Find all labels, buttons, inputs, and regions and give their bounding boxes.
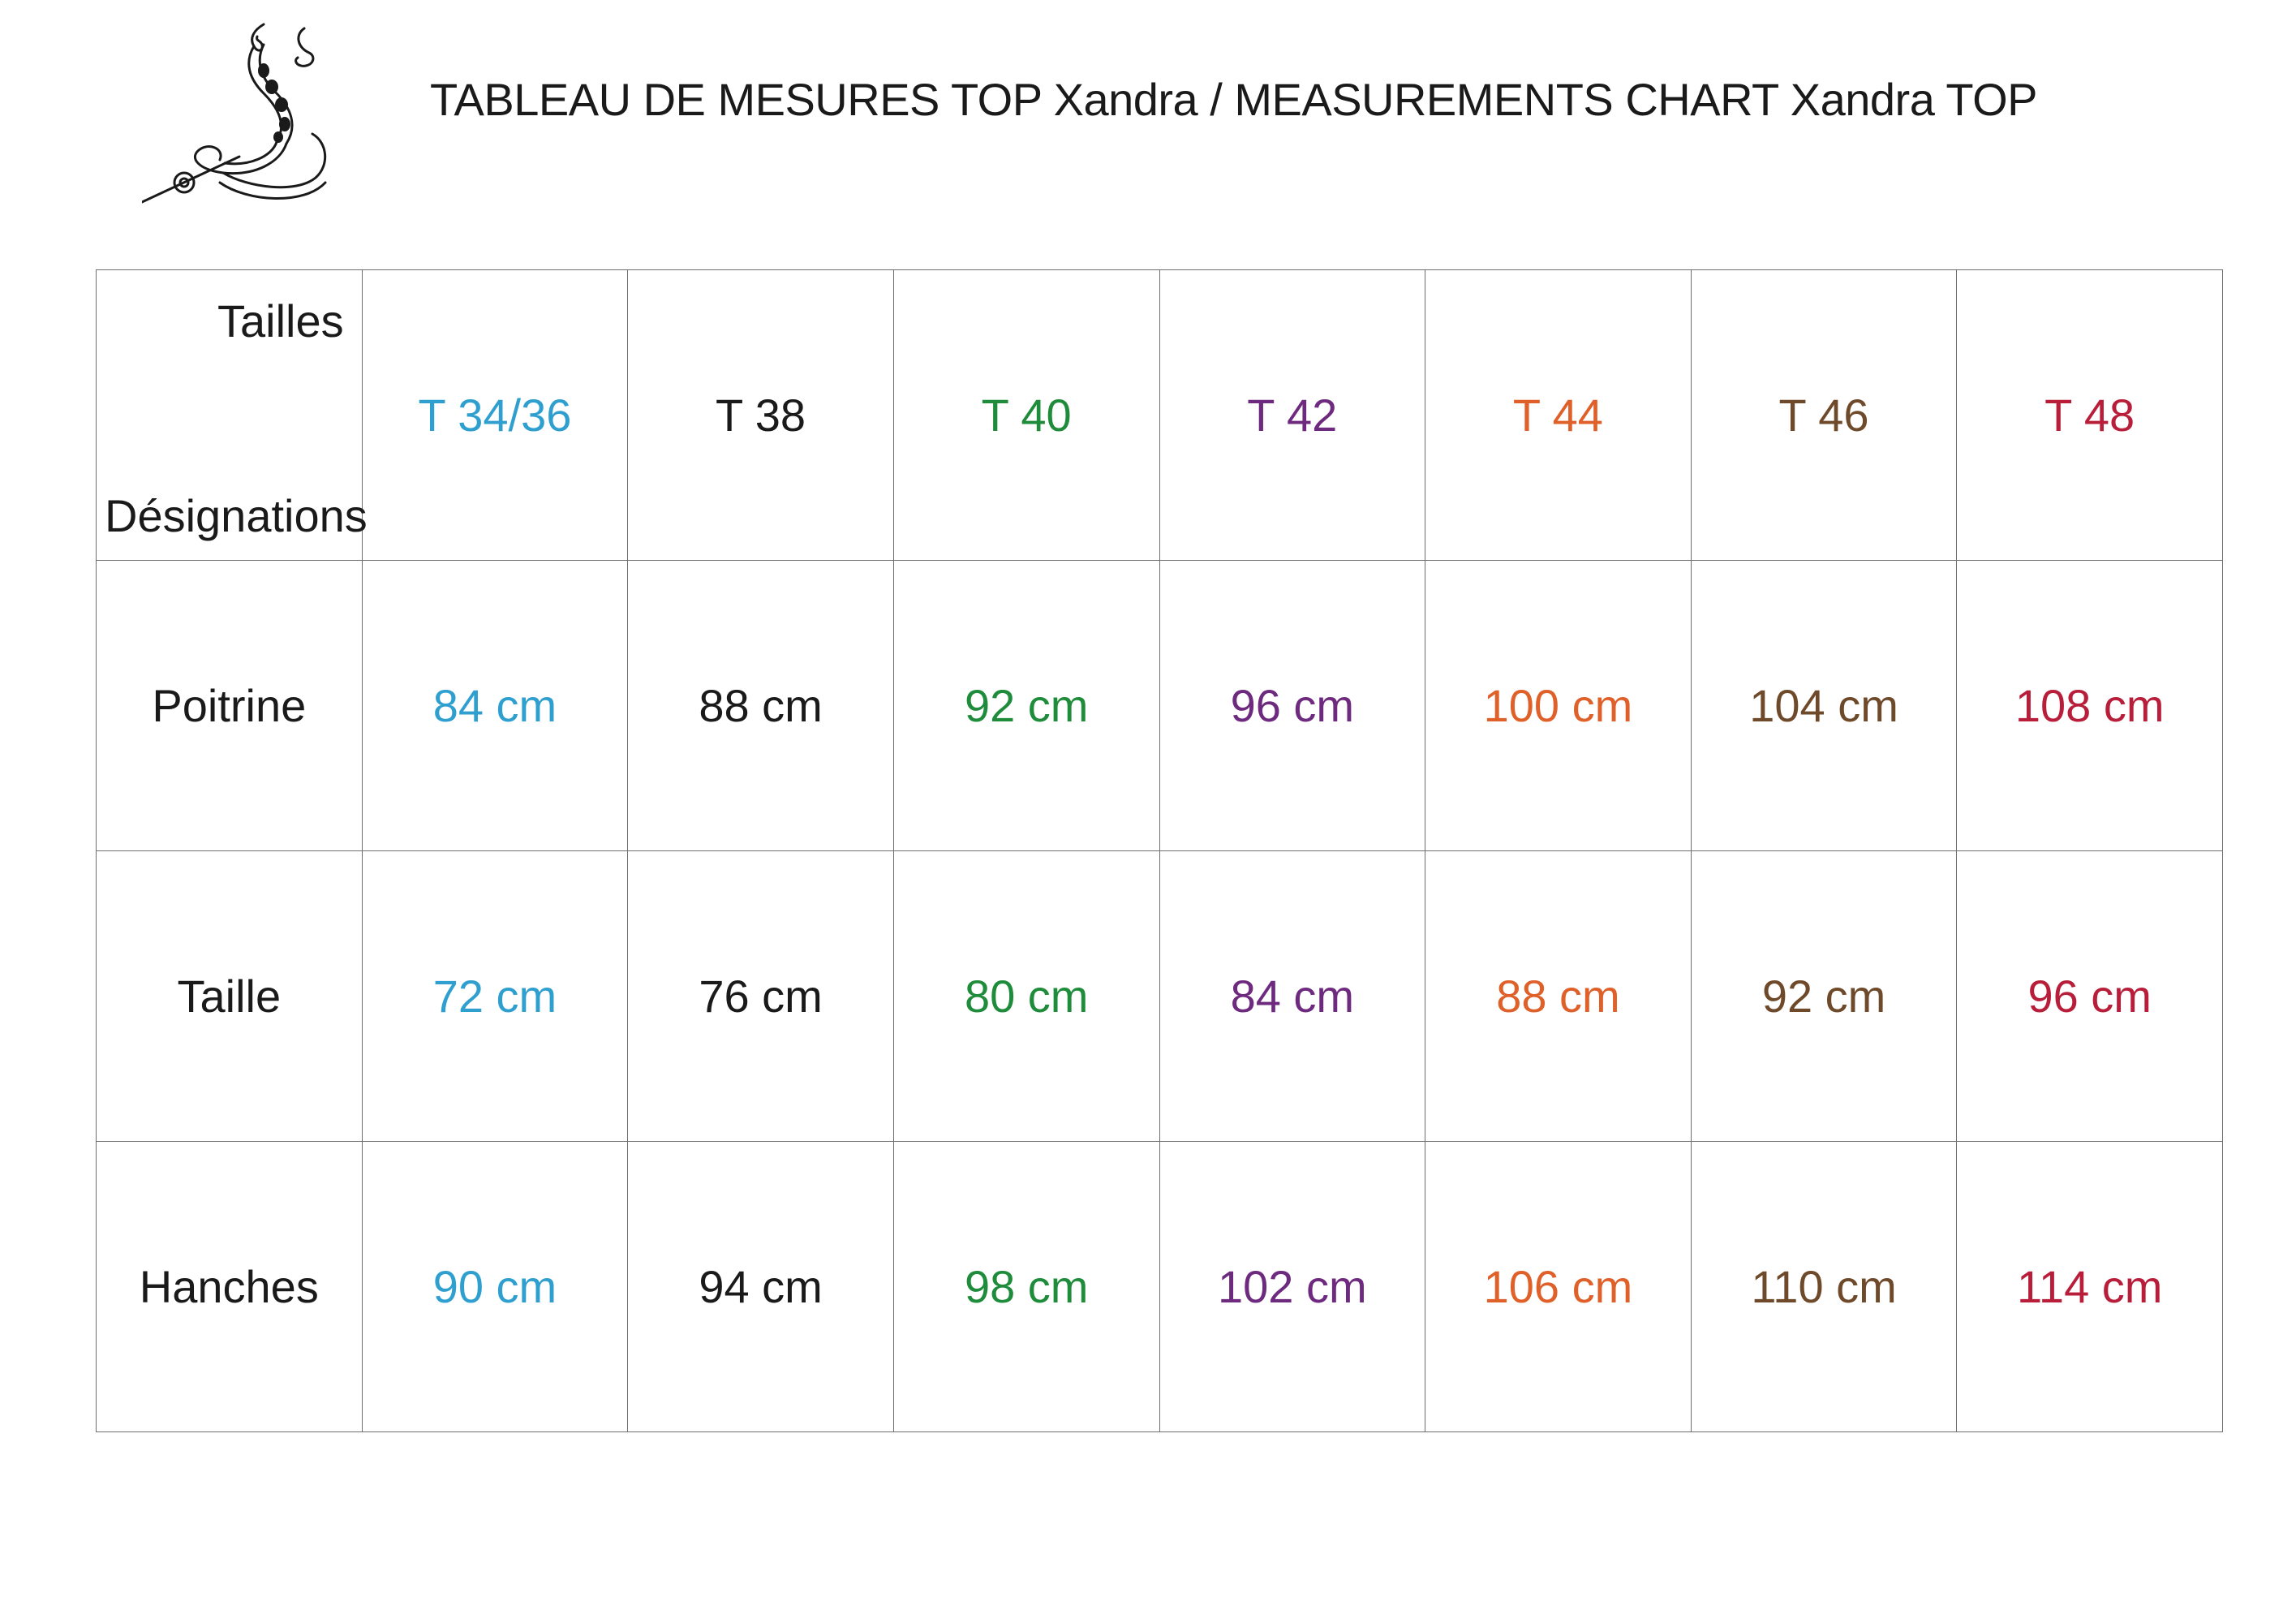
row-label: Poitrine xyxy=(96,560,363,851)
measurement-cell: 92 cm xyxy=(892,560,1160,851)
measurement-cell: 98 cm xyxy=(892,1141,1160,1432)
size-header-cell: T 46 xyxy=(1690,269,1958,561)
size-header-cell: T 48 xyxy=(1956,269,2223,561)
measurement-cell: 92 cm xyxy=(1690,850,1958,1142)
measurement-cell: 114 cm xyxy=(1956,1141,2223,1432)
measurement-cell: 88 cm xyxy=(1425,850,1692,1142)
measurement-cell: 104 cm xyxy=(1690,560,1958,851)
table-row: Hanches 90 cm 94 cm 98 cm 102 cm 106 cm … xyxy=(96,1141,2223,1432)
size-header-cell: T 40 xyxy=(892,269,1160,561)
measurement-cell: 100 cm xyxy=(1425,560,1692,851)
measurement-cell: 102 cm xyxy=(1159,1141,1426,1432)
size-header-cell: T 42 xyxy=(1159,269,1426,561)
measurement-cell: 90 cm xyxy=(361,1141,629,1432)
row-label: Hanches xyxy=(96,1141,363,1432)
measurement-cell: 96 cm xyxy=(1956,850,2223,1142)
measurement-cell: 108 cm xyxy=(1956,560,2223,851)
measurement-cell: 76 cm xyxy=(627,850,894,1142)
measurement-cell: 110 cm xyxy=(1690,1141,1958,1432)
measurement-cell: 80 cm xyxy=(892,850,1160,1142)
measurement-cell: 84 cm xyxy=(1159,850,1426,1142)
measurement-cell: 96 cm xyxy=(1159,560,1426,851)
corner-label-sizes: Tailles xyxy=(217,295,344,347)
measurements-table: Tailles Désignations T 34/36 T 38 T 40 T… xyxy=(96,269,2223,1432)
measurement-cell: 84 cm xyxy=(361,560,629,851)
measurement-cell: 88 cm xyxy=(627,560,894,851)
measurement-cell: 106 cm xyxy=(1425,1141,1692,1432)
serpent-s-logo-icon xyxy=(140,20,345,215)
row-label: Taille xyxy=(96,850,363,1142)
size-header-cell: T 34/36 xyxy=(361,269,629,561)
corner-label-designations: Désignations xyxy=(105,490,368,541)
page-title: TABLEAU DE MESURES TOP Xandra / MEASUREM… xyxy=(430,74,2038,125)
measurement-cell: 72 cm xyxy=(361,850,629,1142)
table-row: Taille 72 cm 76 cm 80 cm 84 cm 88 cm 92 … xyxy=(96,850,2223,1142)
size-header-cell: T 44 xyxy=(1425,269,1692,561)
measurement-cell: 94 cm xyxy=(627,1141,894,1432)
table-header-row: Tailles Désignations T 34/36 T 38 T 40 T… xyxy=(96,269,2223,561)
size-header-cell: T 38 xyxy=(627,269,894,561)
corner-header-cell: Tailles Désignations xyxy=(96,269,368,561)
table-row: Poitrine 84 cm 88 cm 92 cm 96 cm 100 cm … xyxy=(96,560,2223,851)
